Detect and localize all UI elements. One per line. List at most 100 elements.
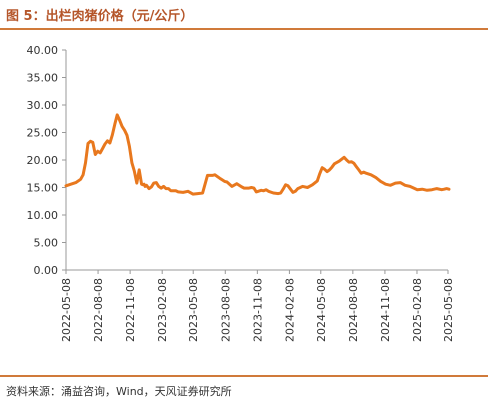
- data-point: [70, 183, 72, 185]
- data-point: [353, 162, 355, 164]
- data-point: [448, 188, 450, 190]
- y-tick-label: 25.00: [27, 127, 59, 140]
- data-point: [99, 152, 101, 154]
- data-point: [436, 188, 438, 190]
- source-note: 资料来源：涌益咨询，Wind，天风证券研究所: [6, 385, 232, 398]
- data-point: [338, 160, 340, 162]
- data-point: [102, 147, 104, 150]
- data-point: [350, 161, 353, 163]
- data-point: [280, 192, 282, 194]
- data-point: [111, 134, 113, 136]
- x-tick-label: 2023-08-08: [219, 278, 232, 342]
- data-point: [292, 191, 294, 193]
- x-tick-label: 2024-11-08: [379, 278, 392, 342]
- data-point: [145, 184, 148, 186]
- data-point: [253, 187, 255, 189]
- data-point: [197, 193, 199, 195]
- data-point: [311, 184, 313, 186]
- data-point: [141, 183, 143, 185]
- data-point: [136, 182, 138, 184]
- data-point: [226, 181, 228, 183]
- data-point: [414, 188, 416, 190]
- data-point: [82, 174, 84, 176]
- data-point: [142, 184, 144, 186]
- data-point: [333, 163, 335, 165]
- data-point: [104, 143, 106, 145]
- data-point: [289, 188, 292, 190]
- data-point: [260, 189, 262, 191]
- data-point: [358, 169, 360, 171]
- x-tick-label: 2025-02-08: [411, 278, 424, 342]
- data-point: [285, 184, 287, 186]
- data-point: [75, 182, 77, 184]
- y-tick-label: 35.00: [27, 72, 59, 85]
- y-tick-label: 40.00: [27, 44, 59, 57]
- data-point: [165, 188, 167, 190]
- data-point: [441, 189, 443, 191]
- data-point: [148, 188, 150, 190]
- data-point: [443, 188, 445, 190]
- data-point: [124, 129, 126, 131]
- data-point: [219, 177, 221, 179]
- data-point: [128, 145, 130, 147]
- data-point: [138, 169, 140, 171]
- data-point: [97, 150, 99, 152]
- data-point: [221, 179, 223, 181]
- data-point: [143, 183, 145, 185]
- data-point: [250, 186, 252, 189]
- data-point: [416, 189, 418, 191]
- data-point: [182, 191, 184, 193]
- data-point: [211, 174, 213, 176]
- y-tick-label: 0.00: [34, 264, 59, 277]
- data-point: [446, 188, 448, 190]
- data-point: [131, 162, 133, 164]
- data-point: [343, 156, 345, 158]
- data-point: [426, 189, 428, 191]
- data-point: [177, 191, 179, 193]
- y-tick-label: 5.00: [34, 237, 59, 250]
- data-point: [155, 182, 157, 184]
- data-point: [348, 161, 350, 163]
- data-point: [175, 190, 177, 192]
- data-point: [187, 190, 189, 192]
- y-tick-label: 30.00: [27, 99, 59, 112]
- series-line: [64, 113, 451, 196]
- data-point: [126, 134, 128, 136]
- data-point: [409, 185, 411, 187]
- x-tick-label: 2022-11-08: [124, 278, 137, 342]
- data-point: [119, 119, 121, 121]
- data-point: [355, 166, 357, 168]
- data-point: [375, 177, 377, 179]
- data-point: [144, 185, 146, 187]
- data-point: [243, 187, 245, 189]
- data-point: [267, 190, 270, 192]
- data-point: [87, 142, 89, 145]
- x-tick-label: 2024-08-08: [347, 278, 360, 342]
- x-tick-label: 2022-05-08: [60, 278, 73, 342]
- footer-divider: [0, 375, 488, 377]
- data-point: [167, 188, 170, 190]
- x-tick-label: 2023-05-08: [187, 278, 200, 342]
- data-point: [360, 172, 362, 174]
- data-point: [365, 172, 367, 174]
- x-tick-label: 2023-02-08: [156, 278, 169, 342]
- data-point: [133, 170, 135, 172]
- data-point: [272, 192, 274, 194]
- data-point: [302, 185, 304, 187]
- data-point: [331, 166, 333, 168]
- data-point: [163, 185, 165, 187]
- data-point: [297, 188, 299, 190]
- data-point: [231, 185, 233, 187]
- data-point: [216, 175, 218, 178]
- data-point: [106, 140, 109, 142]
- data-point: [214, 174, 216, 176]
- data-point: [202, 192, 204, 194]
- y-tick-label: 20.00: [27, 154, 59, 167]
- y-tick-label: 10.00: [27, 209, 59, 222]
- data-point: [394, 182, 396, 184]
- data-point: [236, 183, 238, 185]
- data-point: [158, 185, 160, 187]
- chart-axes: [62, 49, 449, 274]
- data-point: [404, 184, 406, 186]
- chart-title: 图 5：出栏肉猪价格（元/公斤）: [6, 9, 194, 24]
